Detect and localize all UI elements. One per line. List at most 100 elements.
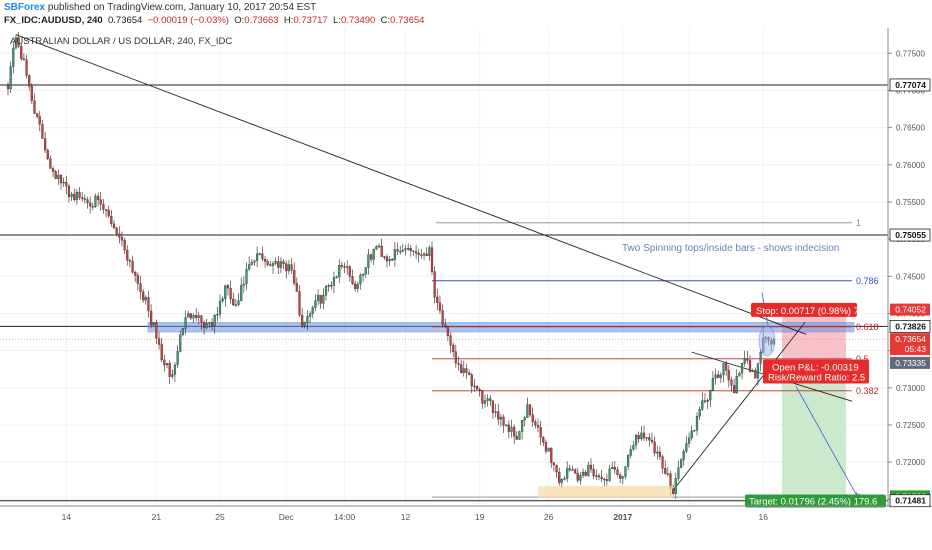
indecision-annotation: Two Spinning tops/inside bars - shows in… (622, 243, 839, 254)
ohlc-line: FX_IDC:AUDUSD, 240 0.73654 −0.00019 (−0.… (4, 15, 424, 26)
candle-body (210, 322, 214, 327)
candle-body (391, 259, 394, 261)
time-tick-label: 14 (62, 512, 72, 522)
candle-body (202, 322, 206, 328)
candle-body (539, 427, 542, 438)
candle-body (624, 466, 627, 477)
candle-body (115, 227, 118, 234)
candle-body (560, 479, 563, 483)
candle-body (685, 443, 688, 452)
candle-body (271, 263, 275, 266)
candle-body (656, 451, 659, 454)
candle-body (89, 202, 92, 207)
candle-body (513, 426, 516, 437)
candle-body (152, 322, 155, 326)
price-tick-label: 0.73000 (896, 384, 925, 393)
candle-body (711, 378, 715, 391)
candle-body (30, 86, 33, 101)
candle-body (171, 374, 174, 377)
candle-body (510, 426, 513, 432)
candle-body (102, 203, 105, 210)
candle-body (558, 471, 561, 483)
candle-body (263, 258, 267, 262)
candle-body (613, 467, 616, 470)
plot-area[interactable] (0, 28, 888, 506)
candle-body (348, 266, 351, 277)
candle-body (295, 283, 298, 292)
candle-body (589, 464, 593, 470)
price-axis-label: 0.73826 (895, 321, 926, 331)
candle-body (420, 254, 423, 256)
descending-trendline[interactable] (15, 34, 807, 335)
candle-body (393, 249, 397, 260)
candle-body (650, 439, 654, 442)
candle-body (754, 370, 757, 379)
target-label-box (745, 494, 886, 508)
price-axis-label-box (890, 343, 930, 356)
ascending-trendline[interactable] (672, 322, 806, 491)
candle-body (526, 404, 529, 418)
candle-body (759, 351, 762, 364)
brand-name[interactable]: SBForex (4, 2, 46, 13)
candle-body (54, 171, 57, 179)
candle-body (306, 316, 309, 323)
candle-body (645, 437, 648, 439)
candle-body (542, 436, 545, 443)
price-axis-label-box (890, 333, 930, 346)
candle-body (666, 473, 669, 475)
fib-level-label: 0.382 (856, 386, 879, 396)
candle-body (444, 324, 447, 327)
candle-body (314, 300, 317, 308)
candle-body (661, 456, 664, 469)
target-zone[interactable] (782, 362, 846, 497)
price-axis-label-box (889, 494, 931, 508)
candle-body (730, 379, 733, 386)
candle-body (719, 374, 722, 378)
candle-body (226, 285, 230, 289)
candle-body (571, 469, 574, 471)
candle-body (677, 467, 680, 479)
spinning-tops-highlight (758, 325, 776, 357)
candle-body (722, 363, 725, 376)
candle-body (555, 464, 558, 473)
candle-body (441, 310, 444, 325)
candle-body (274, 261, 277, 264)
candle-body (131, 260, 134, 273)
candle-body (462, 368, 465, 373)
candle-body (574, 469, 577, 474)
candle-body (189, 313, 192, 319)
time-tick-label: 26 (544, 512, 554, 522)
price-change: −0.00019 (−0.03%) (147, 15, 229, 26)
candle-body (216, 314, 219, 316)
candle-body (693, 430, 696, 432)
candle-body (407, 248, 410, 250)
candle-body (237, 300, 240, 305)
candle-body (81, 197, 84, 199)
candle-body (65, 181, 68, 187)
price-axis[interactable]: 0.780000.775000.770000.765000.760000.755… (888, 28, 931, 508)
grid (0, 28, 888, 506)
candle-body (385, 256, 389, 262)
candle-body (454, 351, 457, 364)
price-axis-label: 0.74052 (895, 305, 926, 315)
candle-body (550, 447, 553, 463)
candle-body (293, 270, 296, 284)
candle-body (359, 274, 362, 285)
candle-body (147, 297, 150, 312)
candle-body (375, 246, 378, 250)
candle-body (605, 479, 609, 481)
time-axis[interactable]: 14 21 25 Dec 14:00 12 19 26 2017 9 16 (62, 512, 769, 522)
stop-zone[interactable] (782, 309, 846, 363)
candle-body (253, 260, 256, 263)
candle-body (563, 478, 566, 480)
open-label: O: (234, 15, 245, 26)
candle-body (518, 431, 521, 440)
candle-body (640, 432, 643, 440)
position-tool[interactable] (782, 309, 846, 497)
time-tick-label: 21 (152, 512, 162, 522)
candle-body (200, 315, 203, 323)
candle-body (70, 193, 73, 197)
candle-body (653, 441, 656, 454)
